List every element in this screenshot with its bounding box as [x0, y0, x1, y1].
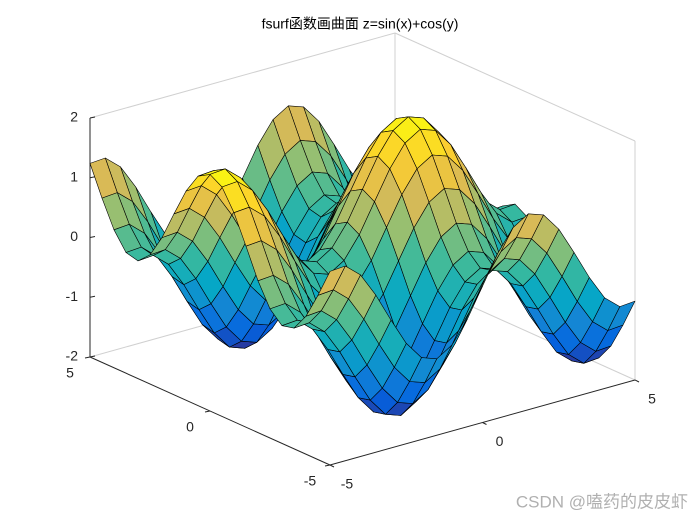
z-tick: [89, 355, 96, 358]
x-tick: [329, 464, 335, 468]
box-edge: [89, 32, 396, 119]
z-tick: [89, 176, 96, 179]
z-tick: [89, 116, 96, 119]
x-tick: [482, 422, 487, 425]
z-tick: [89, 295, 96, 298]
y-tick: [324, 464, 331, 467]
x-tick-label: 5: [648, 391, 656, 407]
z-tick-label: 2: [70, 109, 78, 125]
box-edge: [394, 32, 636, 142]
z-tick: [89, 236, 96, 238]
y-tick-label: 5: [66, 365, 74, 381]
y-tick-label: -5: [304, 473, 317, 489]
z-tick-label: 0: [70, 228, 78, 244]
z-tick-label: -2: [66, 348, 79, 364]
x-tick: [634, 379, 640, 383]
watermark: CSDN @嗑药的皮皮虾: [516, 492, 688, 511]
z-tick-label: -1: [66, 288, 79, 304]
x-tick-label: -5: [341, 476, 354, 492]
surface-patch: [317, 265, 346, 296]
z-tick-label: 1: [70, 168, 78, 184]
y-tick: [84, 356, 91, 359]
x-tick-label: 0: [496, 433, 504, 449]
chart-title: fsurf函数画曲面 z=sin(x)+cos(y): [262, 16, 459, 32]
y-tick-label: 0: [186, 419, 194, 435]
y-tick: [204, 410, 211, 413]
